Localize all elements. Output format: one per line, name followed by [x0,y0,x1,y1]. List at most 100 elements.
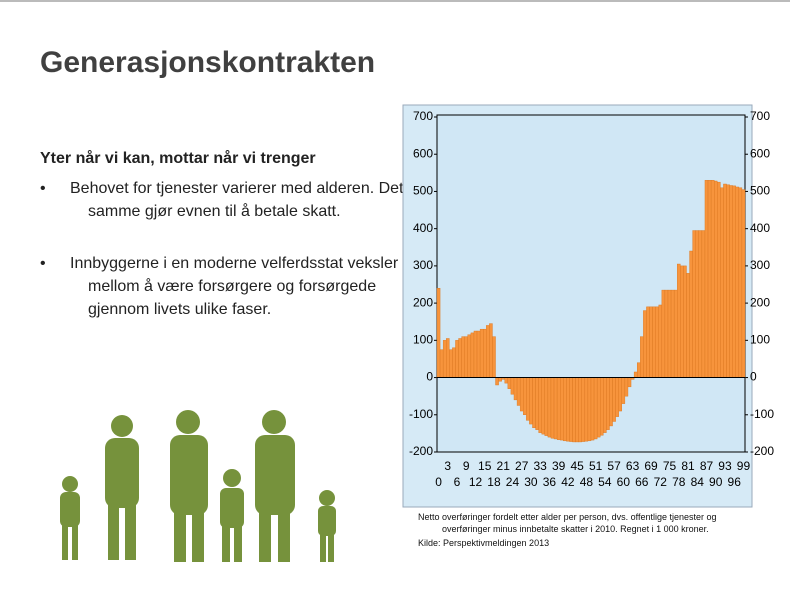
bar [461,336,465,378]
x-tick-label: 9 [463,459,470,473]
y2-tick-label: -100 [750,407,774,421]
y-tick-label: 500 [413,184,433,198]
bar [640,336,644,378]
bar [720,187,724,378]
x-tick-label: 99 [737,459,751,473]
x-tick-label: 30 [524,475,538,489]
bar [483,328,487,378]
y2-tick-label: 100 [750,333,770,347]
bar [621,377,626,404]
caption: overføringer minus innbetalte skatter i … [442,524,709,534]
y2-tick-label: 0 [750,370,757,384]
bar [590,377,595,441]
x-tick-label: 45 [570,459,584,473]
y2-tick-label: 700 [750,109,770,123]
x-tick-label: 21 [497,459,511,473]
x-tick-label: 48 [580,475,594,489]
bar [689,250,693,378]
bar [458,338,462,378]
bar [566,377,570,442]
bar [649,306,653,378]
caption: Kilde: Perspektivmeldingen 2013 [418,538,550,548]
bar [575,377,579,443]
bar [612,377,616,422]
y-tick-label: -200 [409,444,433,458]
x-tick-label: 87 [700,459,714,473]
bar [664,289,669,378]
bar [452,347,456,378]
bar [633,371,638,378]
bullet: Behovet for tjenester varierer med alder… [40,177,405,223]
y2-tick-label: 400 [750,221,770,235]
bar [495,377,499,386]
bar [667,289,672,378]
bar [541,377,545,435]
bar [661,289,666,378]
x-tick-label: 27 [515,459,529,473]
bar [646,306,650,378]
bar [516,377,521,406]
bar [658,304,663,378]
bar [538,377,542,433]
y2-tick-label: 500 [750,184,770,198]
x-tick-label: 51 [589,459,603,473]
x-tick-label: 33 [534,459,548,473]
x-tick-label: 15 [478,459,492,473]
caption: Netto overføringer fordelt etter alder p… [418,512,717,522]
bar [710,180,715,378]
bar [523,377,527,415]
x-tick-label: 90 [709,475,723,489]
bar [504,377,509,384]
bar [600,377,604,436]
x-tick-label: 57 [607,459,621,473]
y-tick-label: 300 [413,258,433,272]
x-tick-label: 72 [654,475,668,489]
x-tick-label: 54 [598,475,612,489]
subtitle: Yter når vi kan, mottar når vi trenger [40,150,316,167]
bar [723,183,727,378]
bar [563,377,567,442]
bar [572,377,576,443]
bar [741,189,746,378]
bar [442,340,447,378]
bar [535,377,539,430]
bar [489,323,493,378]
x-tick-label: 12 [469,475,483,489]
y-tick-label: 600 [413,146,433,160]
x-tick-label: 69 [644,459,658,473]
bar [550,377,555,439]
bar [670,289,675,378]
bar [547,377,552,438]
bar [436,288,441,378]
x-tick-label: 6 [454,475,461,489]
x-tick-label: 42 [561,475,575,489]
bar [624,377,629,397]
bar [729,185,733,378]
x-tick-label: 66 [635,475,649,489]
bar [692,230,696,378]
bullet: Innbyggerne i en moderne velferdsstat ve… [40,252,405,321]
bar [544,377,549,436]
bar [704,180,709,378]
bar [439,349,444,378]
bar [615,377,619,417]
bar [603,377,607,433]
bar [556,377,561,440]
x-tick-label: 39 [552,459,566,473]
bar [507,377,512,389]
bar [606,377,610,430]
bar [707,180,712,378]
bar [609,377,613,427]
bar [578,377,582,443]
x-tick-label: 84 [691,475,705,489]
x-tick-label: 81 [681,459,695,473]
slide-title: Generasjonskontrakten [40,46,376,79]
bar [596,377,601,438]
bar [449,349,453,378]
bar [738,187,743,378]
y2-tick-label: 200 [750,295,770,309]
x-tick-label: 18 [487,475,501,489]
bar [470,332,475,378]
bar [526,377,530,421]
